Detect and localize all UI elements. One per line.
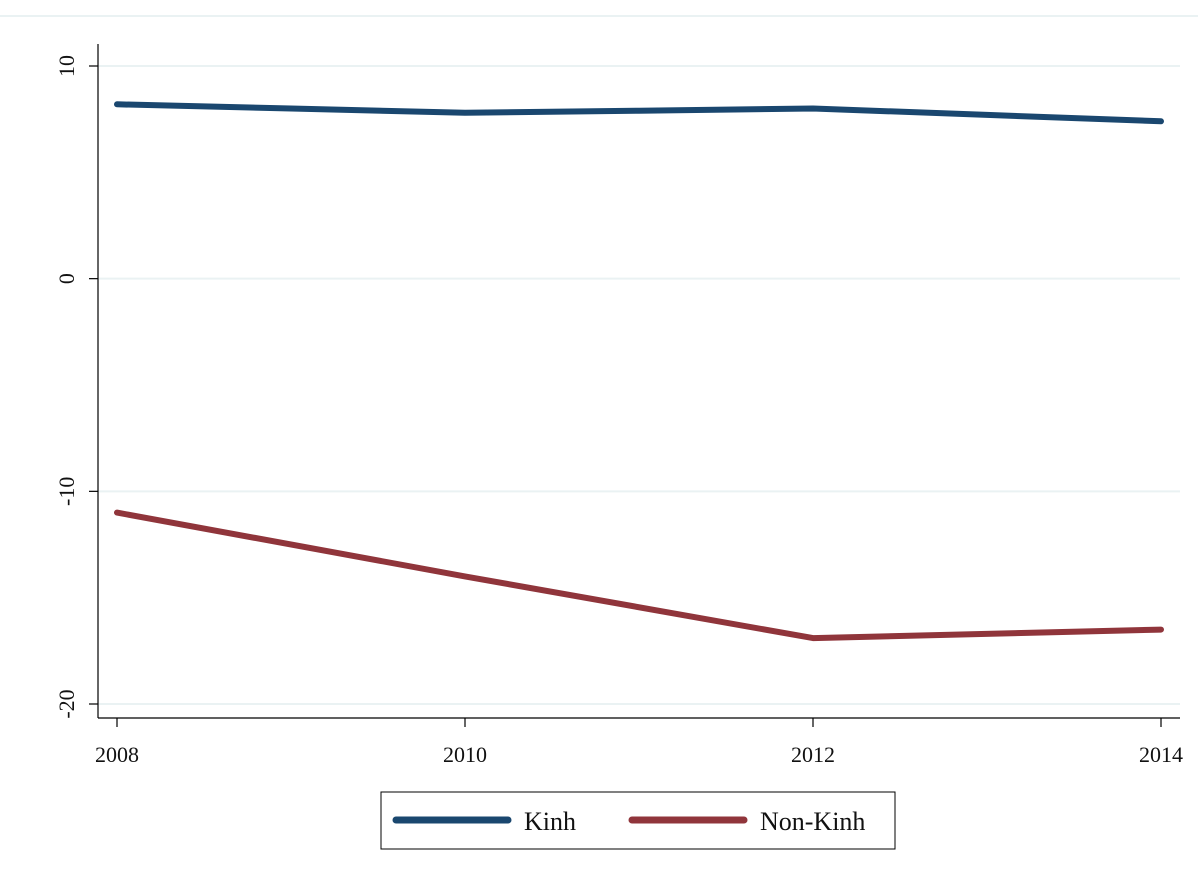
legend: Kinh Non-Kinh: [380, 791, 896, 850]
y-tick-label-0: -20: [54, 689, 79, 718]
y-tick-label-2: 0: [54, 273, 79, 284]
x-tick-label-3: 2014: [1139, 742, 1183, 767]
y-tick-label-3: 10: [54, 55, 79, 77]
x-tick-label-0: 2008: [95, 742, 139, 767]
axes: -20 -10 0 10 2008 2010 2012 2014: [54, 44, 1183, 767]
x-tick-label-1: 2010: [443, 742, 487, 767]
grid-lines: [98, 65, 1180, 705]
y-tick-label-1: -10: [54, 477, 79, 506]
series-line-non-kinh: [114, 509, 1164, 642]
legend-label-kinh: Kinh: [524, 807, 576, 836]
legend-label-non-kinh: Non-Kinh: [760, 807, 865, 836]
x-tick-label-2: 2012: [791, 742, 835, 767]
series-lines: [114, 101, 1164, 642]
series-line-kinh: [114, 101, 1164, 125]
